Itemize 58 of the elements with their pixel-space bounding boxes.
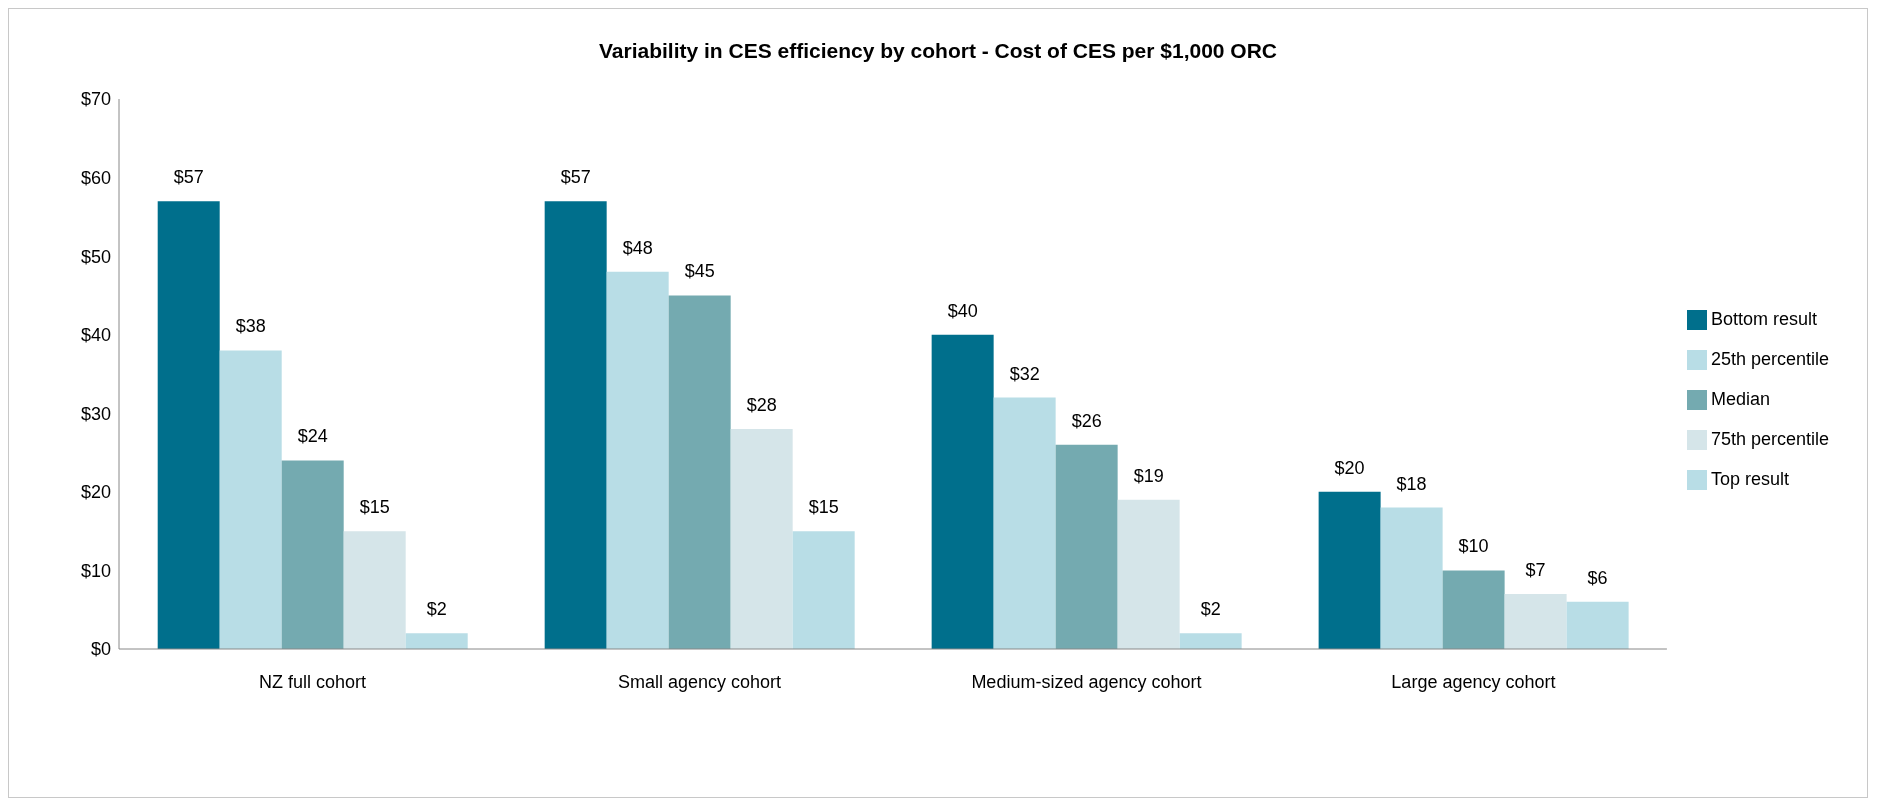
y-tick-label: $50 xyxy=(80,246,111,267)
bar xyxy=(1117,499,1180,649)
bar xyxy=(931,334,994,649)
data-label: $10 xyxy=(1458,536,1489,557)
data-label: $2 xyxy=(1200,599,1221,620)
x-tick-label: NZ full cohort xyxy=(258,671,367,692)
legend-label: Median xyxy=(1710,389,1770,409)
bar xyxy=(606,271,669,649)
bar xyxy=(993,397,1056,649)
data-label: $7 xyxy=(1525,560,1546,580)
x-tick-label: Small agency cohort xyxy=(617,671,782,692)
bar xyxy=(281,460,344,649)
data-label: $40 xyxy=(947,300,978,321)
bar xyxy=(1318,491,1381,649)
x-tick-label: Medium-sized agency cohort xyxy=(971,671,1202,692)
legend-label: 25th percentile xyxy=(1710,349,1829,369)
bar xyxy=(1504,594,1567,649)
data-label: $38 xyxy=(235,316,266,337)
data-label: $57 xyxy=(173,167,204,188)
bar xyxy=(1380,507,1443,649)
x-tick-label: Large agency cohort xyxy=(1391,671,1556,692)
y-tick-label: $10 xyxy=(80,560,111,581)
bar xyxy=(1179,633,1242,649)
bar xyxy=(544,201,607,649)
data-label: $6 xyxy=(1587,567,1608,588)
bar xyxy=(730,429,793,649)
data-label: $24 xyxy=(297,426,328,447)
chart-title: Variability in CES efficiency by cohort - Cost of CES per $1,000 ORC xyxy=(598,38,1278,64)
bar xyxy=(1055,444,1118,649)
data-label: $18 xyxy=(1396,473,1427,494)
legend-label: Top result xyxy=(1710,469,1789,489)
data-label: $15 xyxy=(808,497,839,518)
data-label: $28 xyxy=(746,395,777,415)
y-tick-label: $60 xyxy=(80,167,111,188)
bar xyxy=(792,531,855,649)
legend-label: Bottom result xyxy=(1710,309,1817,329)
bar xyxy=(343,531,406,649)
bar xyxy=(219,350,282,649)
y-tick-label: $70 xyxy=(80,89,111,110)
bar xyxy=(1442,570,1505,649)
data-label: $2 xyxy=(426,599,447,620)
y-tick-label: $0 xyxy=(90,639,111,660)
y-tick-label: $20 xyxy=(80,482,111,503)
data-label: $48 xyxy=(622,237,653,258)
bar xyxy=(1566,601,1629,649)
data-label: $32 xyxy=(1009,363,1040,384)
bar xyxy=(668,295,731,649)
data-label: $26 xyxy=(1071,410,1102,431)
data-label: $57 xyxy=(560,167,591,188)
bar xyxy=(405,633,468,649)
legend-label: 75th percentile xyxy=(1710,429,1829,449)
y-tick-label: $30 xyxy=(80,403,111,424)
data-label: $45 xyxy=(684,261,715,282)
data-label: $20 xyxy=(1334,457,1365,478)
data-label: $19 xyxy=(1133,465,1164,486)
y-tick-label: $40 xyxy=(80,325,111,346)
bar xyxy=(157,201,220,649)
data-label: $15 xyxy=(359,497,390,518)
